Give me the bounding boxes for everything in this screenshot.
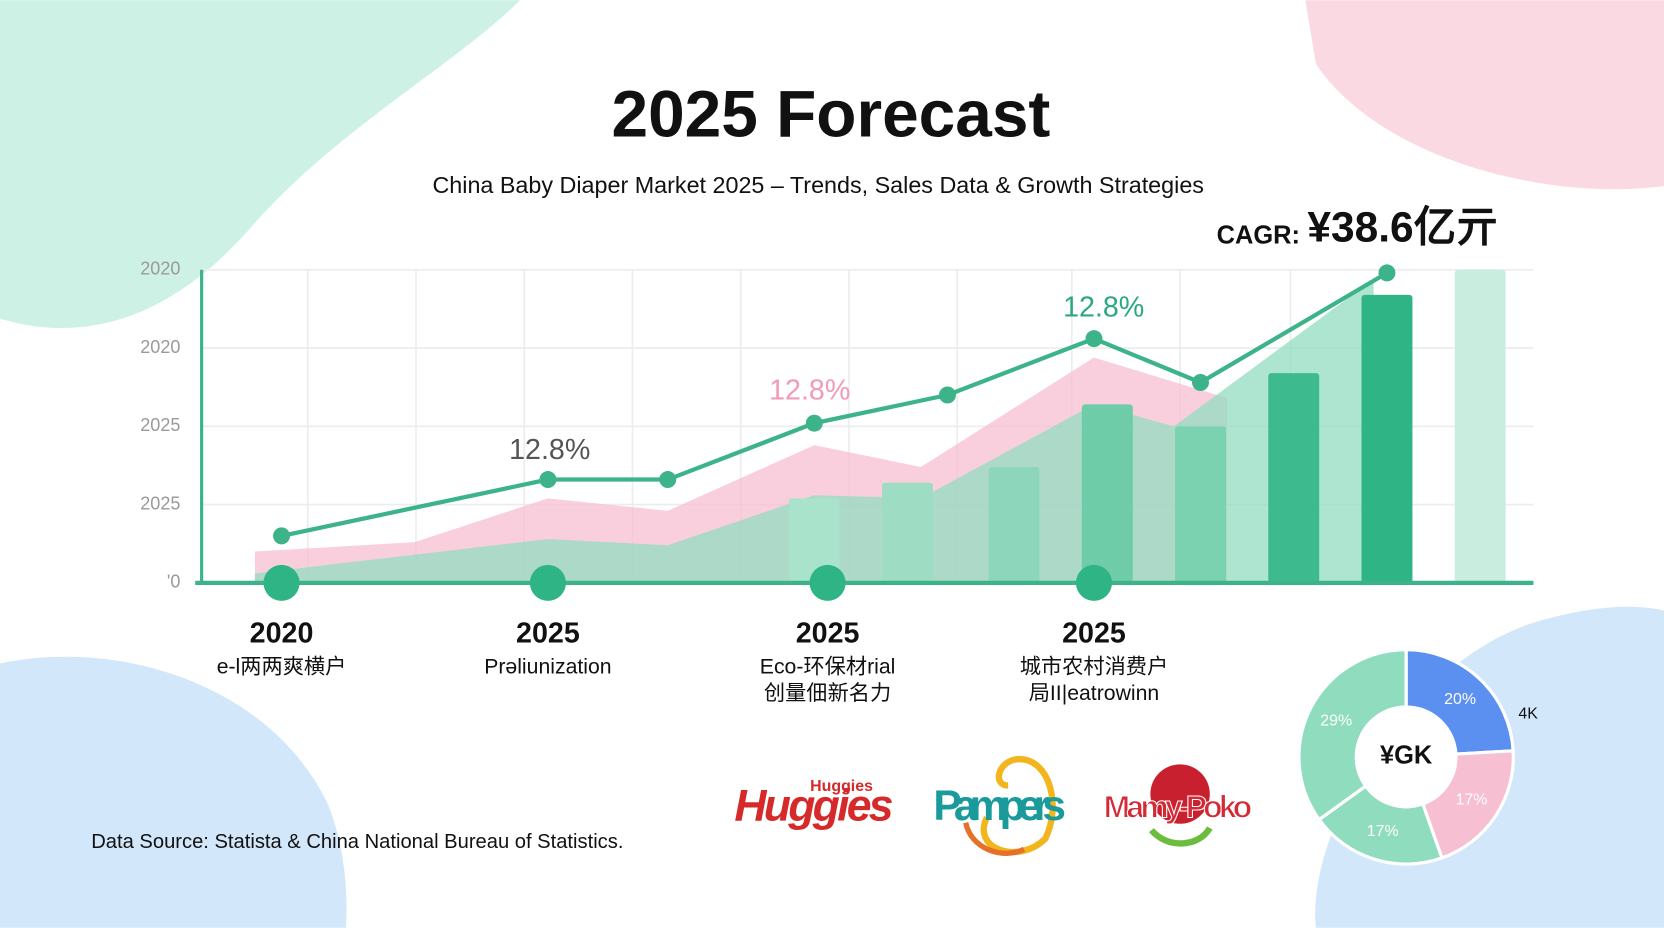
bar: [1175, 426, 1226, 583]
cagr-value: ¥38.6亿亓: [1307, 204, 1498, 251]
blob-pink: [1305, 0, 1664, 190]
y-tick-label: 2020: [140, 337, 180, 357]
line-point: [1085, 330, 1103, 348]
chart-title: 2025 Forecast: [612, 76, 1051, 150]
growth-label: 12.8%: [769, 374, 850, 406]
milestone-dot: [263, 564, 300, 601]
mamypoko-logo: Mamy-Poko: [1104, 788, 1253, 824]
donut-segment: [1316, 783, 1444, 866]
milestone-label: 创量佃新名力: [764, 681, 891, 705]
bar: [788, 498, 840, 583]
huggies-logo: Huggies: [734, 782, 893, 831]
blob-mint: [0, 0, 520, 329]
y-tick-label: 2020: [140, 259, 180, 279]
milestone-dot: [1075, 564, 1113, 601]
milestone-label: 局II|eatrowinn: [1029, 682, 1160, 705]
donut-segment: [1420, 749, 1515, 860]
pampers-logo: Pampers: [933, 782, 1066, 829]
plot: [254, 264, 1506, 583]
cagr-label: CAGR:: [1217, 222, 1300, 250]
growth-label: 12.8%: [509, 434, 590, 466]
donut: 20% 17% 17% 29% ¥GK 4K: [1297, 648, 1538, 866]
overlay: 12.8% 12.8% 12.8% 2020 e-l两两爽横户 2025 Prəliuniz…: [195, 292, 1534, 705]
logos: Huggies Huggies Pampers Mamy-Poko: [734, 755, 1253, 856]
donut-label: 17%: [1367, 823, 1399, 840]
donut-label: 20%: [1444, 691, 1476, 708]
milestone-year: 2025: [1062, 617, 1126, 649]
donut-segment: [1404, 648, 1515, 756]
donut-annotation: 4K: [1518, 706, 1538, 723]
line: [281, 271, 1389, 538]
donut-center: ¥GK: [1380, 742, 1433, 770]
milestone-label: Eco-环保材rial: [760, 654, 896, 678]
mamypoko-badge: [1150, 764, 1210, 824]
milestone-year: 2020: [250, 617, 314, 649]
milestone-year: 2025: [516, 617, 580, 649]
milestone-dot: [809, 564, 846, 601]
line-point: [659, 471, 677, 489]
donut-segment: [1297, 648, 1408, 822]
donut-label: 29%: [1320, 712, 1352, 729]
line-point: [1192, 374, 1209, 391]
huggies-small: Huggies: [810, 778, 873, 795]
milestone-label: 城市农村消费户: [1020, 654, 1169, 678]
source: Data Source: Statista & China National B…: [91, 831, 623, 853]
line-point: [938, 386, 956, 404]
bar: [1361, 294, 1413, 583]
subtitle: China Baby Diaper Market 2025 – Trends, …: [432, 172, 1204, 198]
line-point: [1378, 264, 1396, 282]
bar: [1454, 269, 1506, 583]
y-tick-label: '0: [167, 572, 180, 592]
donut-hole: [1357, 708, 1455, 806]
line-point: [273, 527, 291, 545]
y-tick-label: 2025: [140, 493, 180, 513]
donut-label: 17%: [1456, 792, 1488, 809]
milestone-label: e-l两两爽横户: [217, 654, 347, 678]
mamypoko-swoosh: [1148, 826, 1213, 847]
bar: [1081, 404, 1133, 583]
bar: [882, 482, 933, 583]
growth-label: 12.8%: [1063, 292, 1144, 324]
milestone-label: Prəliunization: [484, 655, 611, 678]
milestone-dot: [529, 564, 566, 601]
line-point: [539, 471, 557, 489]
blob-blue-left: [0, 656, 347, 928]
bar: [988, 467, 1040, 583]
pampers-swoosh2: [963, 821, 1026, 856]
pampers-swoosh: [980, 755, 1056, 856]
line-point: [805, 414, 823, 432]
bar: [1268, 373, 1320, 583]
y-tick-label: 2025: [140, 415, 180, 435]
milestone-year: 2025: [796, 617, 860, 649]
